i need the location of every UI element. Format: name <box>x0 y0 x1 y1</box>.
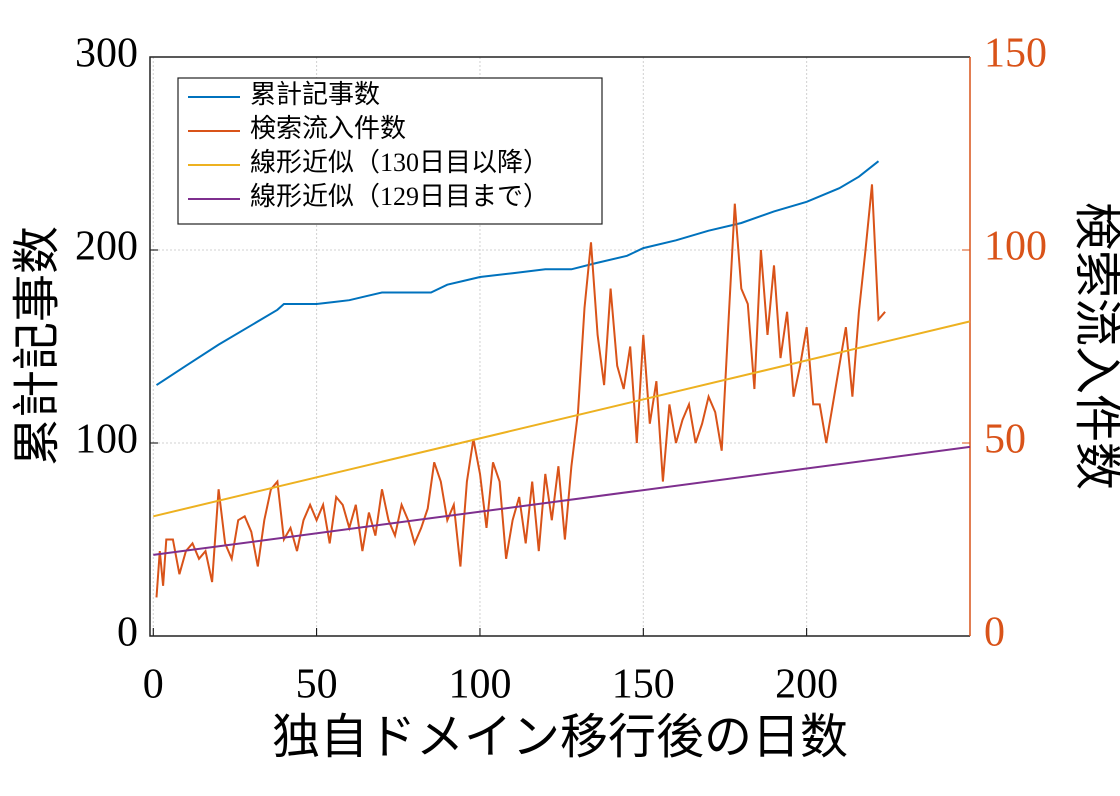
x-tick-label: 50 <box>296 662 338 708</box>
x-tick-label: 100 <box>448 662 511 708</box>
y2-tick-label: 150 <box>984 31 1047 77</box>
y-axis-label: 累計記事数 <box>11 226 64 466</box>
y-tick-label: 100 <box>75 417 138 463</box>
x-tick-label: 0 <box>143 662 164 708</box>
series-line <box>155 160 880 386</box>
x-axis-label: 独自ドメイン移行後の日数 <box>272 711 848 764</box>
x-tick-label: 150 <box>612 662 675 708</box>
series-line <box>155 184 886 598</box>
y-tick-label: 0 <box>117 610 138 656</box>
y2-tick-label: 100 <box>984 224 1047 270</box>
legend-label: 線形近似（129日目まで） <box>250 182 549 211</box>
series-line <box>153 320 971 518</box>
y2-axis-label: 検索流入件数 <box>1070 202 1120 490</box>
y-tick-label: 200 <box>75 224 138 270</box>
y2-tick-label: 0 <box>984 610 1005 656</box>
series-line <box>153 445 971 556</box>
legend-label: 検索流入件数 <box>250 114 406 143</box>
y2-tick-label: 50 <box>984 417 1026 463</box>
legend-label: 累計記事数 <box>250 80 380 109</box>
legend-box <box>177 77 603 225</box>
x-tick-label: 200 <box>775 662 838 708</box>
axes-frame <box>149 56 970 637</box>
legend-label: 線形近似（130日目以降） <box>250 148 549 177</box>
y-tick-label: 300 <box>75 31 138 77</box>
